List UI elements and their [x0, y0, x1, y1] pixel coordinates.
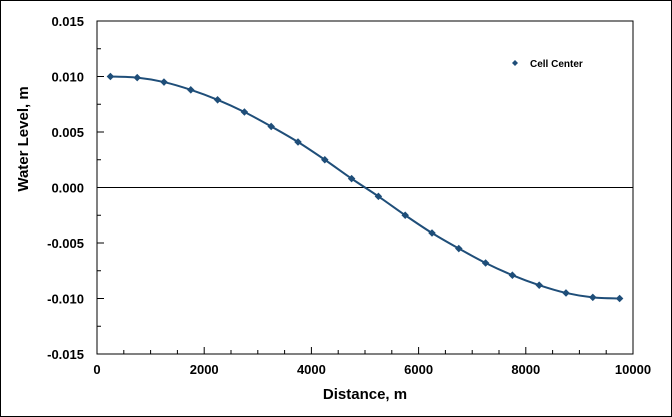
data-point	[374, 192, 383, 201]
y-tick-label: 0.015	[51, 14, 84, 29]
data-point	[213, 96, 222, 104]
data-point	[160, 78, 168, 86]
y-tick-label: -0.010	[47, 292, 84, 307]
legend-label: Cell Center	[530, 59, 583, 70]
y-tick-label: 0.010	[51, 70, 84, 85]
data-point	[562, 289, 570, 297]
data-point	[535, 281, 543, 289]
x-tick-label: 8000	[511, 362, 540, 377]
data-point	[294, 138, 302, 146]
y-tick-label: 0.005	[51, 125, 84, 140]
data-point	[321, 155, 329, 164]
data-point	[615, 294, 624, 303]
x-tick-label: 6000	[404, 362, 433, 377]
x-tick-label: 10000	[615, 362, 651, 377]
data-point	[455, 244, 463, 253]
data-point	[187, 86, 195, 94]
y-tick-label: 0.000	[51, 181, 84, 196]
data-point	[240, 108, 249, 116]
data-point	[347, 174, 356, 183]
x-axis-title: Distance, m	[323, 386, 407, 403]
x-tick-label: 2000	[190, 362, 219, 377]
y-tick-label: -0.015	[47, 347, 84, 362]
data-point	[481, 259, 490, 267]
x-tick-label: 0	[93, 362, 100, 377]
series-cell-center	[106, 72, 624, 303]
data-point	[401, 211, 409, 220]
axis-ticks: 0 2000 4000 6000 8000 10000 -0.015 -0.010 -0.005…	[47, 14, 651, 377]
data-point	[428, 229, 436, 237]
data-point	[133, 73, 141, 82]
y-axis-title: Water Level, m	[15, 86, 32, 191]
legend-marker	[512, 60, 518, 66]
x-tick-label: 4000	[297, 362, 326, 377]
data-point	[267, 122, 275, 131]
legend: Cell Center	[512, 59, 583, 70]
data-point	[508, 271, 517, 279]
y-tick-label: -0.005	[47, 236, 84, 251]
data-point	[589, 293, 597, 302]
data-point	[106, 72, 115, 81]
